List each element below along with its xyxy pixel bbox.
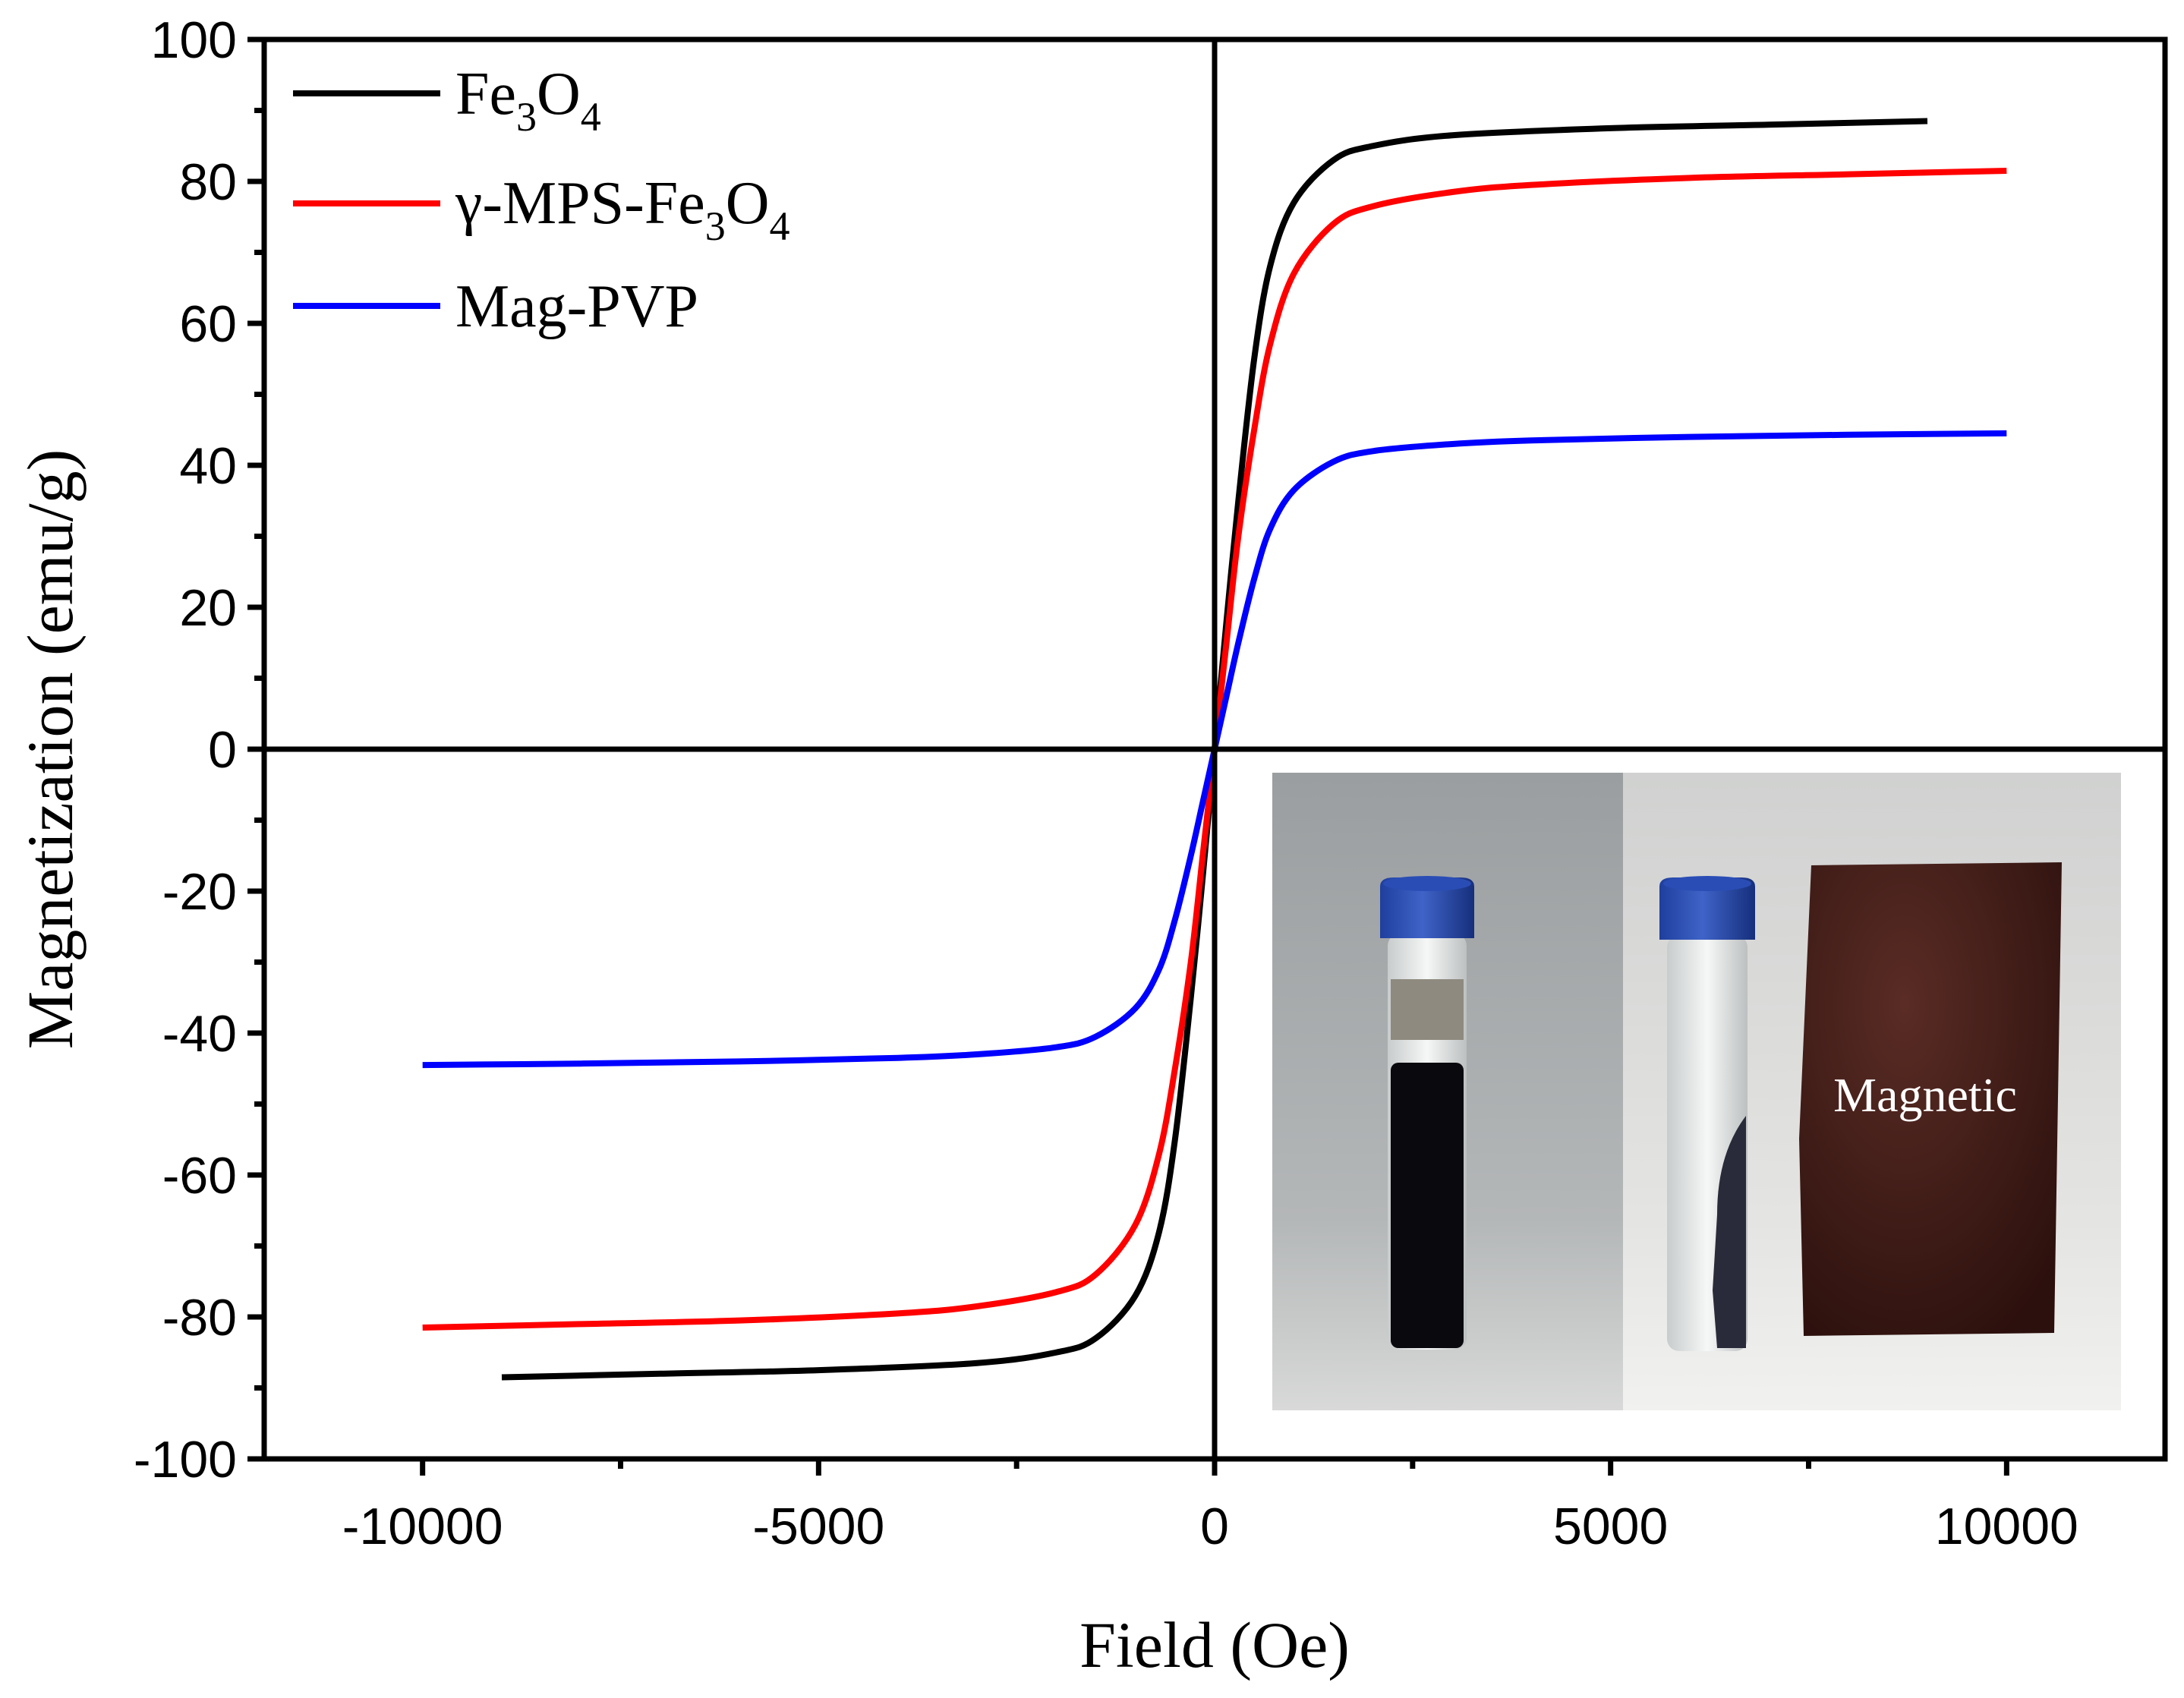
y-tick-label: -80 [162, 1289, 237, 1347]
legend-label-fe3o4: Fe3O4 [455, 61, 601, 140]
y-tick-label: 20 [179, 579, 237, 637]
y-tick-label: 100 [151, 11, 237, 69]
y-tick-label: -100 [134, 1431, 237, 1489]
y-tick-label: -60 [162, 1147, 237, 1205]
x-tick-label: -10000 [342, 1498, 503, 1555]
vial-separated-cap-top [1663, 876, 1751, 891]
vial-dispersed [1380, 876, 1474, 1350]
y-tick-label: 80 [179, 153, 237, 211]
x-tick-label: 5000 [1553, 1498, 1668, 1555]
x-tick-label: -5000 [752, 1498, 884, 1555]
tick-layer: -10000 -5000 0 5000 10000 -100 -80 -60 -40 -20 0 20… [134, 11, 2078, 1555]
vial-dispersed-cap-top [1383, 876, 1471, 891]
x-axis-title: Field (Oe) [1079, 1608, 1350, 1681]
legend-label-mps-fe3o4: γ-MPS-Fe3O4 [455, 170, 790, 249]
inset-label: Magnetic [1833, 1068, 2017, 1122]
y-tick-label: -20 [162, 863, 237, 921]
y-tick-label: 40 [179, 437, 237, 495]
x-tick-label: 10000 [1935, 1498, 2078, 1555]
vial-dispersed-upper-liquid [1391, 979, 1464, 1040]
y-tick-label: 60 [179, 295, 237, 353]
legend-item-fe3o4: Fe3O4 [293, 61, 601, 140]
vial-dispersed-cap [1380, 877, 1474, 938]
vial-separated-particles [1713, 1116, 1746, 1348]
legend-label-mag-pvp: Mag-PVP [455, 273, 698, 340]
y-axis-title: Magnetization (emu/g) [14, 449, 87, 1049]
x-tick-label: 0 [1200, 1498, 1229, 1555]
vial-dispersed-liquid [1391, 1063, 1464, 1348]
magnet-block [1799, 862, 2062, 1336]
legend-item-mag-pvp: Mag-PVP [293, 273, 698, 340]
vial-separated-cap [1659, 877, 1755, 940]
y-tick-label: -40 [162, 1005, 237, 1063]
y-tick-label: 0 [208, 721, 237, 779]
vial-separated [1659, 876, 1755, 1351]
legend-item-mps-fe3o4: γ-MPS-Fe3O4 [293, 170, 790, 249]
legend: Fe3O4 γ-MPS-Fe3O4 Mag-PVP [293, 61, 790, 340]
inset-photo: Magnetic [1272, 773, 2121, 1410]
